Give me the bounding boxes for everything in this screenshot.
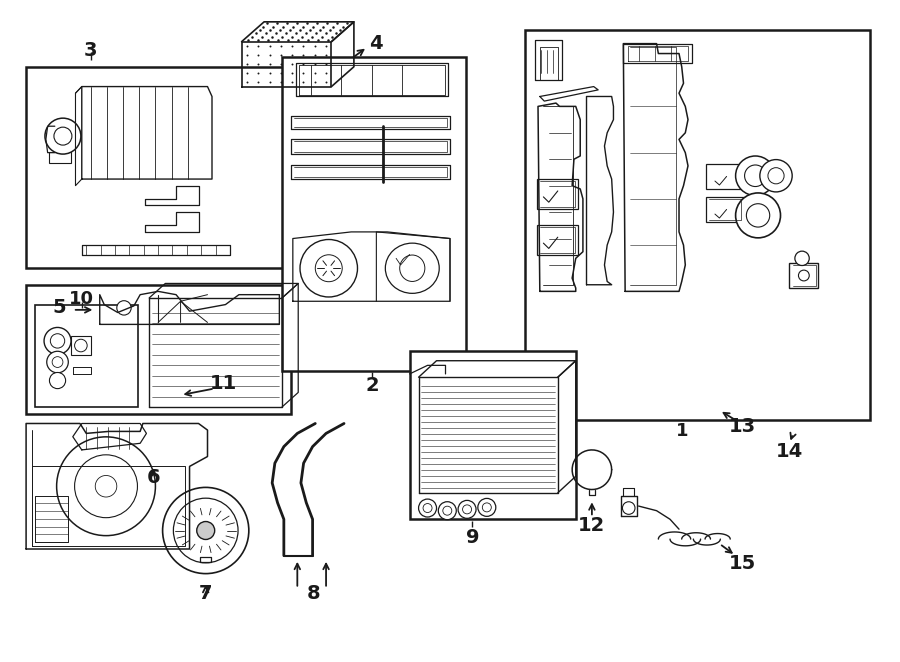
Bar [537,225,578,255]
Circle shape [45,118,81,154]
Text: 7: 7 [199,585,212,604]
Circle shape [117,301,131,315]
Circle shape [482,503,491,512]
Bar [71,336,91,355]
Bar [26,285,291,414]
Ellipse shape [400,255,425,281]
Text: 4: 4 [370,34,383,53]
Ellipse shape [385,243,439,293]
Circle shape [300,240,357,297]
Circle shape [623,502,635,514]
Text: 13: 13 [729,417,756,436]
Bar [49,152,71,163]
Text: 8: 8 [307,585,320,604]
Circle shape [50,334,65,348]
Circle shape [795,251,809,265]
Text: 2: 2 [365,375,379,395]
Text: 11: 11 [210,374,238,393]
Bar [26,67,291,268]
Bar [410,351,576,519]
Circle shape [50,373,66,389]
Circle shape [54,127,72,145]
Circle shape [760,160,792,192]
Circle shape [458,500,476,518]
Circle shape [47,352,68,373]
Circle shape [735,193,780,238]
Text: 15: 15 [729,554,756,573]
Circle shape [52,357,63,367]
Circle shape [57,437,156,536]
Circle shape [423,504,432,512]
Circle shape [75,455,138,518]
Circle shape [478,498,496,516]
Circle shape [44,328,71,354]
Text: 9: 9 [465,528,479,547]
Circle shape [418,499,436,517]
Text: 10: 10 [69,291,94,308]
Circle shape [443,506,452,515]
Circle shape [463,505,472,514]
Text: 12: 12 [579,516,606,536]
Circle shape [75,339,87,352]
Circle shape [735,156,775,195]
Text: 6: 6 [147,468,160,487]
Circle shape [95,475,117,497]
Circle shape [768,167,784,184]
Bar [706,197,743,222]
Text: 5: 5 [52,299,66,317]
Circle shape [197,522,215,540]
Bar [525,30,870,420]
Text: 3: 3 [84,41,97,60]
Text: 14: 14 [776,442,803,461]
Bar [706,164,743,189]
Text: 1: 1 [676,422,688,440]
Circle shape [746,204,769,227]
Circle shape [315,255,342,282]
Bar [111,303,138,319]
Bar [282,57,466,371]
Circle shape [744,165,766,187]
Circle shape [163,487,248,573]
Bar [789,263,818,288]
Circle shape [798,270,809,281]
Circle shape [174,498,238,563]
Circle shape [438,502,456,520]
Bar [35,305,139,407]
Bar [537,179,578,209]
